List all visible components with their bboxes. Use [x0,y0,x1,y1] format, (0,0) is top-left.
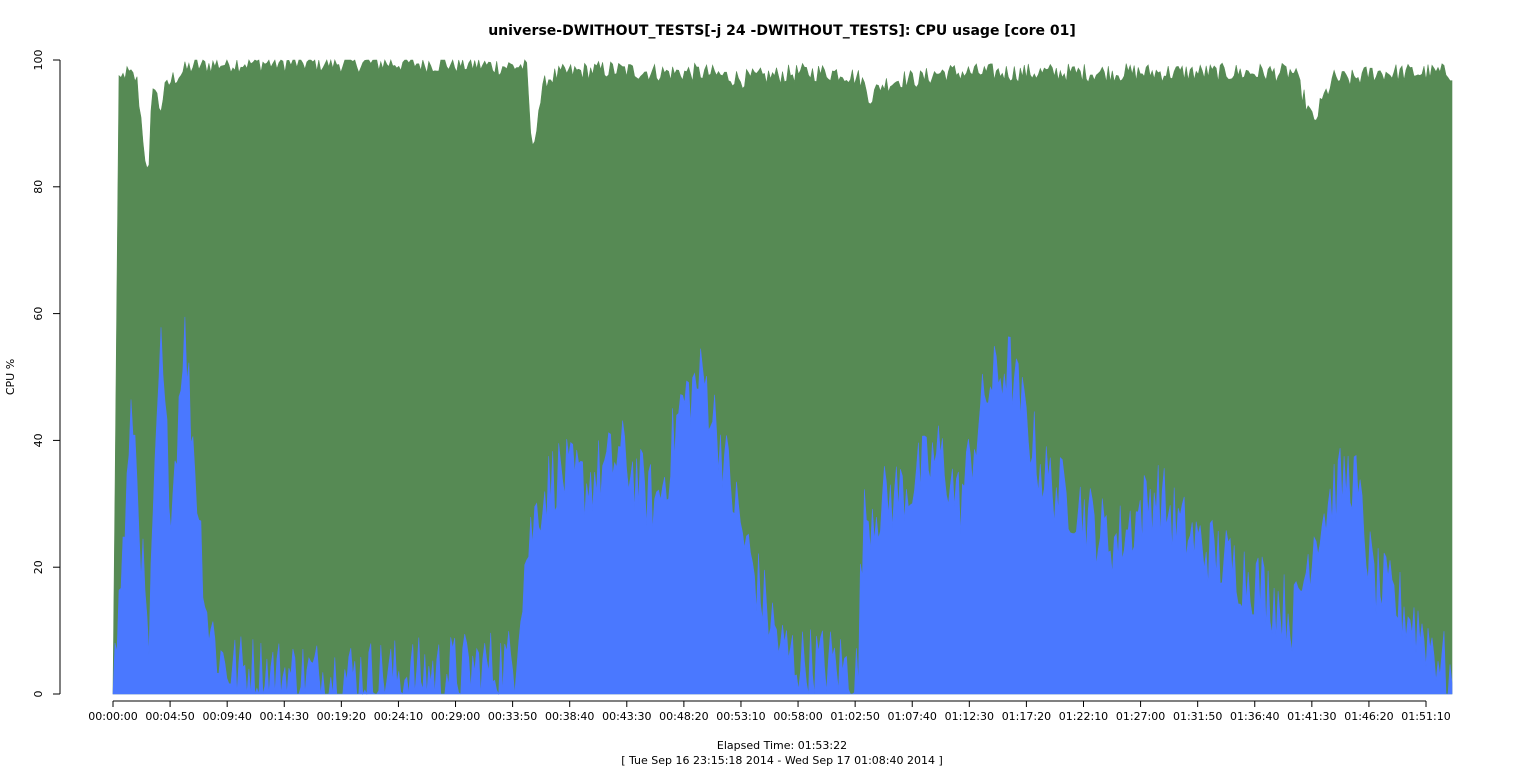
y-tick-label: 80 [32,180,45,194]
x-tick-label: 00:19:20 [317,710,366,723]
x-axis: 00:00:00 00:04:50 00:09:40 00:14:30 00:19:20… [88,700,1451,723]
x-tick-label: 00:33:50 [488,710,537,723]
x-axis-date-range: [ Tue Sep 16 23:15:18 2014 - Wed Sep 17 … [621,754,943,767]
y-axis: 0 20 40 60 80 100 [32,50,61,698]
y-tick-label: 40 [32,433,45,447]
series-total-area [112,58,1453,695]
x-tick-label: 01:31:50 [1173,710,1222,723]
x-axis-label: Elapsed Time: 01:53:22 [717,739,847,752]
y-axis-label: CPU % [4,359,17,395]
y-tick-label: 100 [32,50,45,71]
chart-title: universe-DWITHOUT_TESTS[-j 24 -DWITHOUT_… [488,23,1076,39]
x-tick-label: 00:58:00 [773,710,822,723]
x-tick-label: 01:22:10 [1059,710,1108,723]
y-tick-label: 60 [32,307,45,321]
x-tick-label: 01:07:40 [888,710,937,723]
x-tick-label: 01:51:10 [1401,710,1450,723]
x-tick-label: 00:38:40 [545,710,594,723]
series-user-area [112,316,1453,696]
x-tick-label: 00:00:00 [88,710,137,723]
x-tick-label: 01:36:40 [1230,710,1279,723]
x-tick-label: 00:29:00 [431,710,480,723]
y-tick-label: 20 [32,560,45,574]
x-tick-label: 00:24:10 [374,710,423,723]
x-tick-label: 00:43:30 [602,710,651,723]
x-tick-label: 00:14:30 [260,710,309,723]
x-tick-label: 01:46:20 [1344,710,1393,723]
plot-area [112,58,1453,696]
x-tick-label: 01:17:20 [1002,710,1051,723]
x-tick-label: 01:12:30 [945,710,994,723]
x-tick-label: 01:02:50 [830,710,879,723]
x-tick-label: 00:53:10 [716,710,765,723]
x-tick-label: 01:41:30 [1287,710,1336,723]
y-tick-label: 0 [32,691,45,698]
x-tick-label: 00:04:50 [145,710,194,723]
x-tick-label: 01:27:00 [1116,710,1165,723]
x-tick-label: 00:48:20 [659,710,708,723]
x-tick-label: 00:09:40 [202,710,251,723]
